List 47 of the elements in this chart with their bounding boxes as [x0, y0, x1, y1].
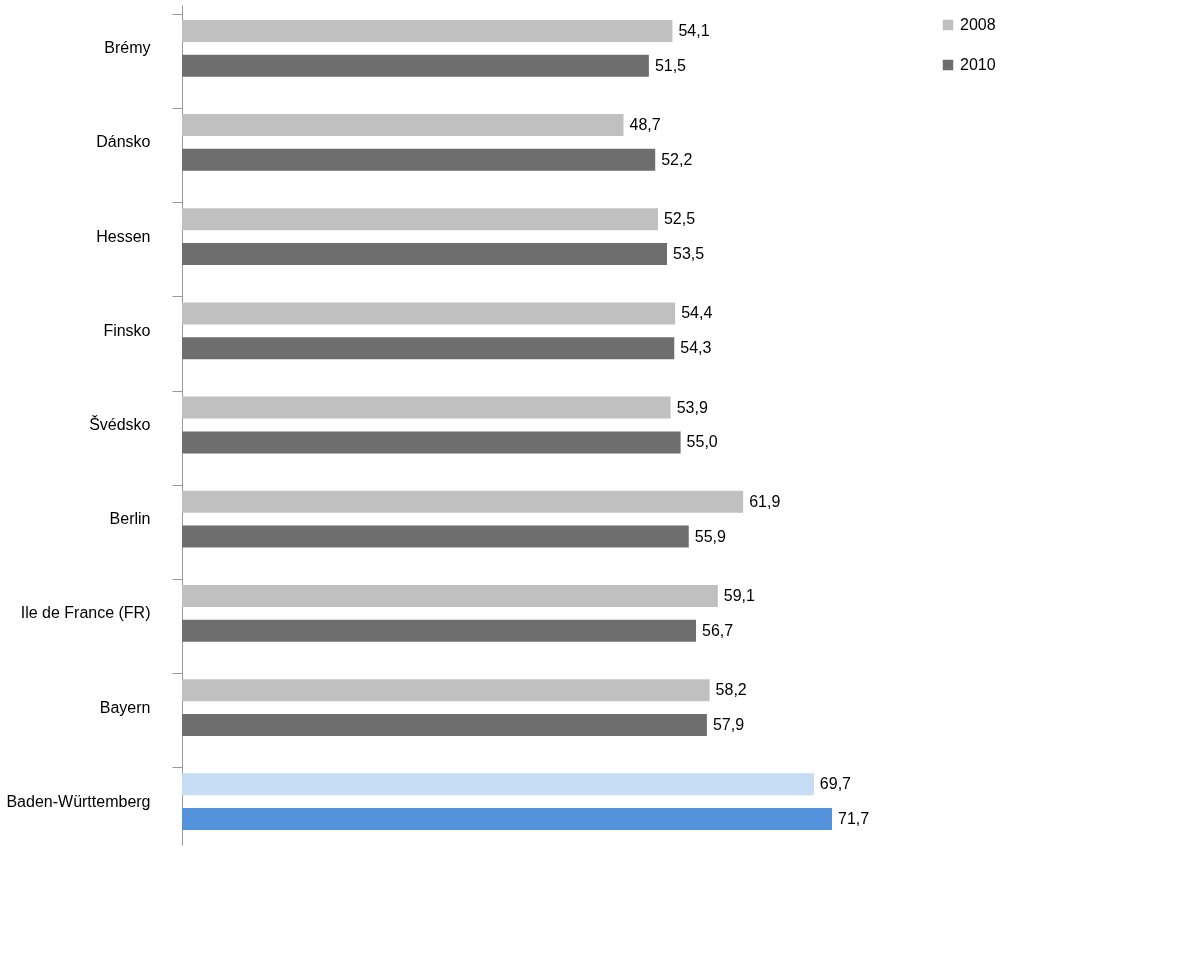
bar: [182, 431, 681, 454]
data-label: 56,7: [702, 621, 734, 639]
y-tick-label: Hessen: [96, 227, 151, 245]
y-tick-label: Baden-Württemberg: [6, 792, 151, 810]
data-label: 51,5: [654, 56, 687, 74]
bar: [182, 490, 744, 513]
legend-label: 2010: [960, 56, 996, 73]
bar: [182, 208, 658, 231]
data-label: 54,4: [681, 304, 713, 322]
bar: [182, 619, 697, 642]
data-label: 59,1: [723, 586, 756, 604]
bar: [182, 679, 710, 702]
bar: [182, 19, 673, 42]
data-label: 61,9: [749, 492, 781, 510]
data-label: 57,9: [712, 715, 745, 733]
y-tick-label: Ile de France (FR): [20, 604, 151, 622]
bar: [182, 148, 656, 171]
data-label: 69,7: [819, 775, 852, 793]
bar: [182, 525, 689, 548]
y-tick-label: Brémy: [104, 39, 151, 57]
data-label: 52,5: [663, 210, 696, 228]
bar: [182, 114, 624, 137]
y-tick-label: Finsko: [103, 321, 151, 339]
data-label: 48,7: [629, 116, 661, 134]
bar: [182, 54, 649, 77]
data-label: 54,3: [680, 339, 712, 357]
data-label: 54,1: [678, 21, 710, 39]
data-label: 55,9: [694, 527, 727, 545]
bar: [182, 773, 814, 796]
legend-label: 2008: [960, 16, 996, 33]
bar: [182, 808, 832, 831]
bar: [182, 302, 676, 325]
y-tick-label: Dánsko: [96, 133, 151, 151]
bar: [182, 243, 668, 266]
data-label: 53,5: [673, 245, 705, 263]
bar: [182, 584, 718, 607]
bar: [182, 713, 707, 736]
y-tick-label: Švédsko: [89, 415, 151, 433]
data-label: 55,0: [686, 433, 718, 451]
data-label: 71,7: [838, 810, 870, 828]
data-label: 53,9: [676, 398, 708, 416]
y-tick-label: Berlin: [109, 510, 151, 528]
bar: [182, 396, 671, 419]
y-tick-label: Bayern: [99, 698, 151, 716]
data-label: 52,2: [661, 150, 693, 168]
bar: [182, 337, 675, 360]
data-label: 58,2: [715, 681, 747, 699]
